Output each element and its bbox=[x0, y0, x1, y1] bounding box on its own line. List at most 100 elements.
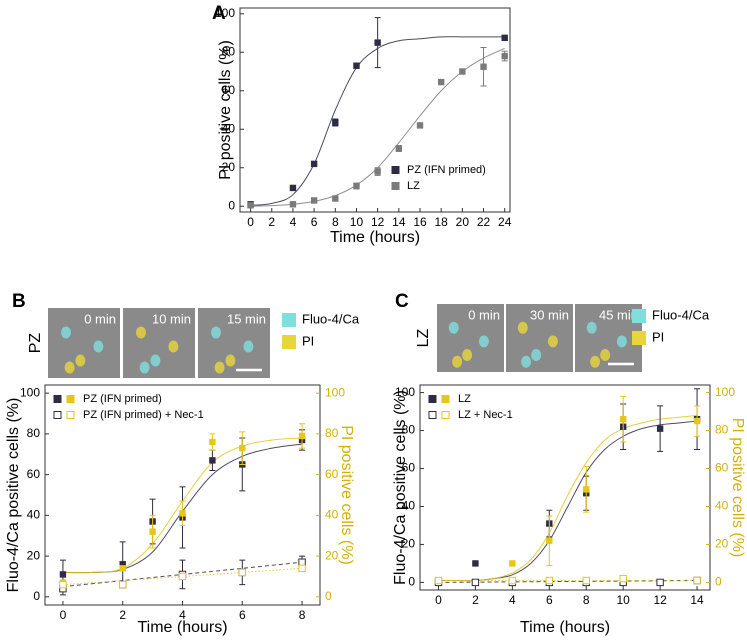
cell bbox=[139, 361, 150, 374]
cell bbox=[616, 335, 627, 348]
y-tick-label: 0 bbox=[408, 575, 415, 589]
x-tick-label: 14 bbox=[392, 215, 406, 229]
legend-label: PZ (IFN primed) + Nec-1 bbox=[83, 409, 204, 421]
frame-time: 10 min bbox=[152, 311, 191, 326]
row-label: PZ bbox=[27, 333, 44, 354]
image-legend-label: PI bbox=[302, 333, 314, 348]
image-legend-swatch bbox=[282, 335, 296, 349]
micrograph bbox=[437, 304, 504, 372]
cell bbox=[64, 361, 75, 374]
cell bbox=[214, 361, 225, 374]
x-tick-label: 4 bbox=[509, 593, 516, 607]
x-tick-label: 0 bbox=[435, 593, 442, 607]
frame-time: 15 min bbox=[227, 311, 266, 326]
x-tick-label: 6 bbox=[239, 608, 246, 622]
x-tick-label: 18 bbox=[434, 215, 448, 229]
x-tick-label: 8 bbox=[332, 215, 339, 229]
y-tick-label: 40 bbox=[222, 121, 236, 135]
y-tick-label: 100 bbox=[395, 385, 415, 399]
micrograph bbox=[506, 304, 573, 372]
data-point bbox=[353, 62, 360, 69]
y-tick-label: 60 bbox=[222, 83, 236, 97]
data-point bbox=[582, 576, 590, 585]
x-tick-label: 8 bbox=[299, 608, 306, 622]
data-point bbox=[583, 486, 590, 493]
y-axis-title: PI positive cells (%) bbox=[217, 40, 234, 180]
legend-swatch bbox=[428, 411, 437, 419]
cell bbox=[586, 321, 597, 334]
cell bbox=[136, 326, 146, 339]
x-tick-label: 4 bbox=[290, 215, 297, 229]
micrograph bbox=[48, 308, 120, 378]
data-point bbox=[501, 52, 508, 60]
data-point bbox=[353, 182, 360, 190]
y-tick-label: 60 bbox=[402, 461, 416, 475]
y-tick-label: 0 bbox=[228, 198, 235, 212]
x-tick-label: 24 bbox=[498, 215, 512, 229]
data-point bbox=[546, 537, 553, 544]
legend-label: LZ + Nec-1 bbox=[458, 409, 513, 421]
x-tick-label: 2 bbox=[119, 608, 126, 622]
x-axis-title: Time (hours) bbox=[137, 619, 227, 636]
data-point bbox=[298, 432, 306, 440]
panel-label: B bbox=[12, 291, 26, 312]
data-point bbox=[238, 568, 246, 577]
x-tick-label: 10 bbox=[617, 593, 631, 607]
data-point bbox=[298, 564, 306, 573]
y2-tick-label: 0 bbox=[325, 589, 332, 603]
y-tick-label: 20 bbox=[402, 537, 416, 551]
legend-label: LZ bbox=[407, 180, 420, 192]
data-point bbox=[437, 78, 445, 86]
data-point bbox=[209, 457, 216, 464]
x-tick-label: 6 bbox=[311, 215, 318, 229]
image-legend-label: Fluo-4/Ca bbox=[302, 311, 360, 326]
data-point bbox=[119, 561, 126, 568]
cell bbox=[93, 340, 104, 353]
x-tick-label: 12 bbox=[653, 593, 667, 607]
legend-swatch bbox=[428, 395, 437, 403]
x-tick-label: 2 bbox=[268, 215, 275, 229]
y2-axis-title: PI positive cells (%) bbox=[338, 425, 355, 565]
data-point bbox=[332, 119, 339, 126]
y-tick-label: 80 bbox=[222, 44, 236, 58]
data-point bbox=[374, 168, 381, 175]
data-point bbox=[656, 578, 664, 587]
data-point bbox=[289, 184, 297, 192]
legend-label: LZ bbox=[458, 393, 471, 405]
data-point bbox=[395, 145, 403, 152]
y2-tick-label: 60 bbox=[325, 467, 339, 481]
data-point bbox=[247, 202, 254, 209]
x-tick-label: 8 bbox=[583, 593, 590, 607]
image-legend-swatch bbox=[632, 309, 646, 323]
y2-tick-label: 40 bbox=[325, 508, 339, 522]
legend-swatch bbox=[441, 395, 450, 403]
data-point bbox=[149, 528, 156, 535]
x-tick-label: 22 bbox=[477, 215, 491, 229]
data-point bbox=[119, 580, 127, 589]
y2-tick-label: 80 bbox=[325, 426, 339, 440]
cell bbox=[75, 354, 86, 367]
x-tick-label: 0 bbox=[247, 215, 254, 229]
legend-label: PZ (IFN primed) bbox=[407, 164, 486, 176]
row-label: LZ bbox=[415, 328, 432, 347]
data-point bbox=[374, 39, 381, 46]
frame-time: 0 min bbox=[468, 307, 500, 322]
data-point bbox=[480, 63, 487, 70]
x-axis-title: Time (hours) bbox=[330, 229, 420, 246]
frame-time: 45 min bbox=[599, 307, 638, 322]
data-point bbox=[310, 160, 318, 168]
x-tick-label: 16 bbox=[413, 215, 427, 229]
y-tick-label: 80 bbox=[402, 423, 416, 437]
data-point bbox=[298, 558, 306, 566]
x-tick-label: 12 bbox=[371, 215, 385, 229]
frame-time: 0 min bbox=[84, 311, 116, 326]
data-point bbox=[471, 578, 480, 587]
x-tick-label: 14 bbox=[690, 593, 704, 607]
cell bbox=[547, 335, 558, 348]
y-tick-label: 20 bbox=[222, 160, 236, 174]
legend-swatch bbox=[391, 182, 400, 190]
data-point bbox=[501, 34, 508, 42]
cell bbox=[61, 326, 71, 339]
micrograph bbox=[575, 304, 642, 372]
